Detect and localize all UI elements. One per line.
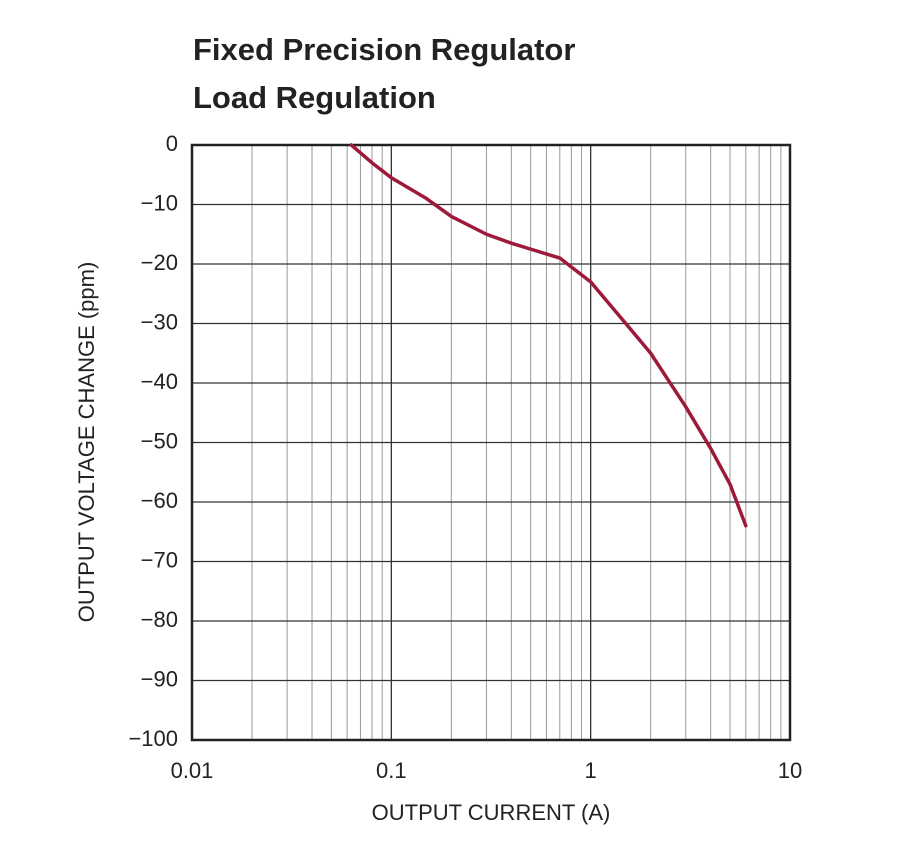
chart-title: Fixed Precision Regulator — [193, 32, 575, 67]
y-tick-label: −20 — [141, 250, 178, 275]
y-tick-label: −40 — [141, 369, 178, 394]
y-tick-label: −100 — [128, 726, 178, 751]
y-tick-label: −60 — [141, 488, 178, 513]
x-tick-label: 0.01 — [171, 758, 214, 783]
y-tick-label: −30 — [141, 309, 178, 334]
plot-frame — [190, 143, 792, 742]
x-axis-label: OUTPUT CURRENT (A) — [372, 800, 611, 825]
x-tick-label: 10 — [778, 758, 802, 783]
y-tick-label: 0 — [166, 131, 178, 156]
x-tick-label: 1 — [585, 758, 597, 783]
y-tick-label: −90 — [141, 666, 178, 691]
y-tick-label: −70 — [141, 547, 178, 572]
y-tick-label: −80 — [141, 607, 178, 632]
y-axis-label: OUTPUT VOLTAGE CHANGE (ppm) — [74, 262, 99, 623]
data-line — [349, 143, 748, 528]
x-tick-label: 0.1 — [376, 758, 407, 783]
y-tick-label: −10 — [141, 190, 178, 215]
y-tick-label: −50 — [141, 428, 178, 453]
chart-title: Load Regulation — [193, 80, 436, 115]
